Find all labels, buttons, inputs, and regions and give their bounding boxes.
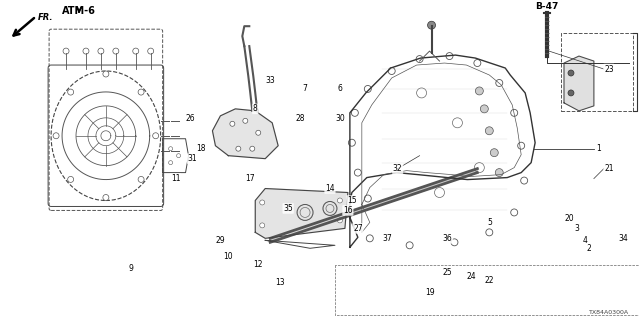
- Circle shape: [168, 147, 173, 151]
- Text: 34: 34: [619, 234, 628, 243]
- Circle shape: [148, 48, 154, 54]
- Text: 30: 30: [335, 114, 345, 123]
- Circle shape: [490, 149, 499, 157]
- Text: 16: 16: [343, 206, 353, 215]
- Circle shape: [168, 161, 173, 164]
- Text: 27: 27: [353, 224, 363, 233]
- Text: 12: 12: [253, 260, 263, 269]
- Text: 23: 23: [604, 65, 614, 74]
- Circle shape: [63, 48, 69, 54]
- Circle shape: [153, 133, 159, 139]
- Text: 24: 24: [467, 272, 476, 281]
- Text: TX84A0300A: TX84A0300A: [589, 310, 628, 315]
- Circle shape: [451, 239, 458, 246]
- Circle shape: [68, 176, 74, 182]
- Circle shape: [138, 176, 144, 182]
- Text: 17: 17: [246, 174, 255, 183]
- Text: FR.: FR.: [38, 13, 54, 22]
- Text: 20: 20: [564, 214, 574, 223]
- Circle shape: [364, 195, 371, 202]
- Circle shape: [406, 242, 413, 249]
- Text: 5: 5: [487, 218, 492, 227]
- Text: 8: 8: [253, 104, 258, 113]
- Text: 29: 29: [216, 236, 225, 245]
- Text: 18: 18: [196, 144, 205, 153]
- Text: 36: 36: [443, 234, 452, 243]
- Text: 33: 33: [266, 76, 275, 85]
- Text: 1: 1: [596, 144, 601, 153]
- Circle shape: [485, 127, 493, 135]
- Circle shape: [496, 79, 503, 86]
- Circle shape: [511, 209, 518, 216]
- Circle shape: [355, 169, 362, 176]
- Text: 28: 28: [295, 114, 305, 123]
- Circle shape: [83, 48, 89, 54]
- Text: 14: 14: [325, 184, 335, 193]
- Circle shape: [476, 87, 483, 95]
- Polygon shape: [270, 169, 477, 242]
- Circle shape: [351, 109, 358, 116]
- Text: 9: 9: [129, 264, 133, 273]
- Circle shape: [486, 229, 493, 236]
- Circle shape: [113, 48, 119, 54]
- Circle shape: [230, 121, 235, 126]
- Text: 37: 37: [383, 234, 392, 243]
- Circle shape: [495, 169, 503, 177]
- Text: 7: 7: [303, 84, 307, 93]
- Circle shape: [518, 142, 525, 149]
- Circle shape: [428, 21, 436, 29]
- Bar: [561, 33, 633, 111]
- Text: ATM-6: ATM-6: [62, 6, 96, 16]
- Circle shape: [98, 48, 104, 54]
- Circle shape: [250, 146, 255, 151]
- Text: 35: 35: [284, 204, 293, 213]
- Circle shape: [364, 85, 371, 92]
- Polygon shape: [564, 56, 594, 111]
- Circle shape: [416, 56, 423, 62]
- Circle shape: [481, 105, 488, 113]
- Text: 26: 26: [186, 114, 195, 123]
- Text: 11: 11: [171, 174, 180, 183]
- Circle shape: [568, 70, 574, 76]
- Circle shape: [53, 133, 59, 139]
- Circle shape: [511, 109, 518, 116]
- Circle shape: [337, 218, 342, 223]
- Circle shape: [446, 52, 453, 60]
- Polygon shape: [212, 109, 278, 159]
- Text: 15: 15: [347, 196, 356, 205]
- Polygon shape: [255, 188, 348, 238]
- Circle shape: [366, 235, 373, 242]
- Text: 3: 3: [575, 224, 579, 233]
- Circle shape: [348, 139, 355, 146]
- Text: 6: 6: [337, 84, 342, 93]
- Text: 2: 2: [586, 244, 591, 253]
- Text: 13: 13: [275, 278, 285, 287]
- Circle shape: [337, 198, 342, 203]
- Circle shape: [474, 60, 481, 67]
- Circle shape: [568, 90, 574, 96]
- Circle shape: [236, 146, 241, 151]
- Circle shape: [243, 118, 248, 123]
- Circle shape: [521, 177, 527, 184]
- Text: 21: 21: [604, 164, 614, 173]
- Text: 31: 31: [188, 154, 197, 163]
- Text: B-47: B-47: [536, 2, 559, 11]
- Text: 4: 4: [582, 236, 588, 245]
- Circle shape: [132, 48, 139, 54]
- Circle shape: [260, 200, 265, 205]
- Text: 10: 10: [223, 252, 233, 261]
- Circle shape: [103, 195, 109, 201]
- Text: 25: 25: [443, 268, 452, 277]
- Circle shape: [256, 130, 260, 135]
- Text: 22: 22: [484, 276, 494, 285]
- Circle shape: [68, 89, 74, 95]
- Circle shape: [388, 68, 395, 75]
- Circle shape: [177, 154, 180, 158]
- Text: 32: 32: [393, 164, 403, 173]
- Circle shape: [103, 71, 109, 77]
- Circle shape: [138, 89, 144, 95]
- Circle shape: [260, 223, 265, 228]
- Text: 19: 19: [425, 288, 435, 297]
